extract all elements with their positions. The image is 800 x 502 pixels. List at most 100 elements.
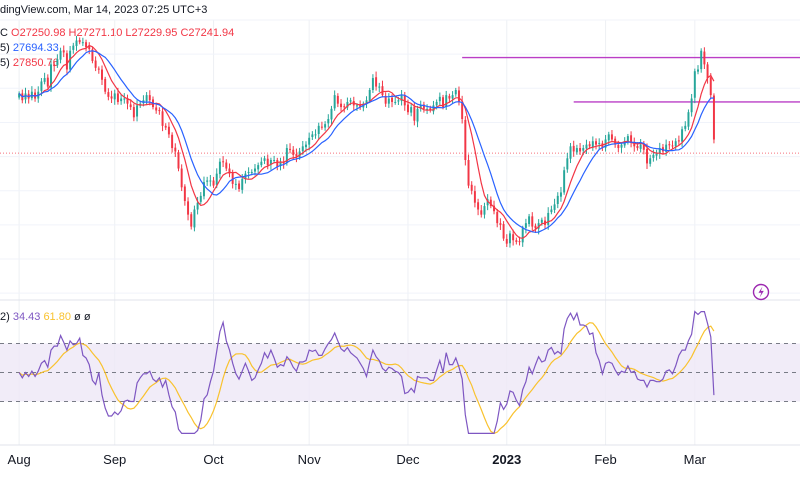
oscillator-extra-1: ø: [74, 311, 81, 323]
candle-body: [228, 168, 231, 174]
oscillator-line: [18, 310, 715, 434]
candle-body: [349, 100, 352, 102]
candle-body: [706, 64, 709, 79]
candle-body: [113, 93, 116, 100]
candle-body: [553, 204, 556, 210]
candle-body: [202, 182, 205, 197]
candle-body: [512, 234, 515, 241]
candle-body: [473, 191, 476, 203]
candlestick-series: [18, 35, 715, 248]
candle-body: [289, 148, 292, 150]
candle-body: [595, 141, 598, 145]
ma_slow-line: [18, 50, 714, 233]
candle-body: [75, 40, 78, 47]
candle-body: [712, 95, 715, 140]
candle-body: [528, 216, 531, 224]
candle-body: [422, 104, 425, 109]
candle-body: [626, 136, 629, 142]
candle-body: [129, 104, 132, 108]
candle-body: [132, 107, 135, 118]
candle-body: [145, 95, 148, 102]
candle-body: [91, 49, 94, 61]
x-tick-label: Nov: [298, 452, 322, 467]
candle-body: [346, 101, 349, 108]
ma-slow-legend-value: 27694.33: [12, 42, 59, 54]
candle-body: [652, 154, 655, 158]
ma-slow-legend[interactable]: 5) 27694.33: [0, 42, 59, 54]
oscillator-legend[interactable]: 2) 34.43 61.80 ø ø: [0, 311, 91, 323]
candle-body: [212, 180, 215, 186]
flash-icon[interactable]: [752, 283, 770, 301]
candle-body: [324, 124, 327, 128]
candle-body: [591, 141, 594, 148]
oscillator-legend-label: 2): [0, 311, 10, 323]
chart-header-ohlc: C O27250.98 H27271.10 L27229.95 C27241.9…: [0, 27, 234, 39]
candle-body: [649, 158, 652, 164]
candle-body: [416, 108, 419, 122]
x-tick-label: Mar: [684, 452, 707, 467]
candle-body: [572, 145, 575, 152]
x-tick-label: Feb: [594, 452, 616, 467]
candle-body: [642, 144, 645, 150]
candle-body: [218, 161, 221, 175]
candle-body: [85, 42, 88, 48]
candle-body: [480, 210, 483, 215]
candle-body: [340, 103, 343, 108]
candle-body: [617, 145, 620, 149]
candle-body: [107, 92, 110, 97]
candle-body: [451, 95, 454, 99]
candle-body: [292, 149, 295, 155]
candle-body: [566, 158, 569, 170]
time-axis: Aug Sep Oct Nov Dec 2023 Feb Mar: [8, 452, 707, 467]
candle-body: [505, 238, 508, 244]
candle-body: [540, 219, 543, 223]
candle-body: [104, 78, 107, 92]
candle-body: [658, 148, 661, 154]
candle-body: [550, 209, 553, 213]
candle-body: [148, 95, 151, 101]
candle-body: [508, 233, 511, 244]
x-tick-label: Aug: [8, 452, 31, 467]
candle-body: [263, 158, 266, 161]
candle-body: [62, 50, 65, 53]
candle-body: [167, 126, 170, 135]
candle-body: [94, 60, 97, 68]
candle-body: [65, 53, 68, 70]
candle-body: [53, 64, 56, 67]
candle-body: [559, 192, 562, 197]
candle-body: [330, 108, 333, 120]
chart-header-line-1: dingView.com, Mar 14, 2023 07:25 UTC+3: [0, 4, 207, 16]
candle-body: [620, 144, 623, 148]
oscillator-value: 34.43: [12, 311, 41, 323]
candle-body: [180, 168, 183, 188]
candle-body: [123, 98, 126, 100]
candle-body: [46, 77, 49, 87]
ma-fast-legend[interactable]: 5) 27850.76: [0, 57, 59, 69]
candle-body: [470, 184, 473, 191]
candle-body: [164, 125, 167, 128]
candle-body: [394, 101, 397, 103]
candle-body: [120, 98, 123, 102]
candle-body: [477, 202, 480, 210]
candle-body: [206, 180, 209, 182]
candle-body: [368, 90, 371, 102]
candle-body: [697, 69, 699, 72]
candle-body: [285, 148, 288, 164]
candle-body: [665, 144, 668, 152]
candle-body: [298, 151, 301, 157]
candle-body: [18, 93, 21, 98]
x-tick-label: 2023: [492, 452, 521, 467]
candle-body: [273, 160, 276, 161]
candle-body: [269, 160, 272, 165]
candle-body: [158, 110, 161, 112]
candle-body: [438, 96, 441, 102]
candle-body: [241, 178, 244, 190]
candle-body: [419, 105, 422, 109]
candle-body: [343, 106, 346, 108]
candle-body: [684, 125, 687, 129]
candle-body: [397, 100, 400, 102]
candle-body: [563, 170, 566, 193]
candle-body: [448, 95, 451, 99]
candle-body: [483, 206, 486, 215]
